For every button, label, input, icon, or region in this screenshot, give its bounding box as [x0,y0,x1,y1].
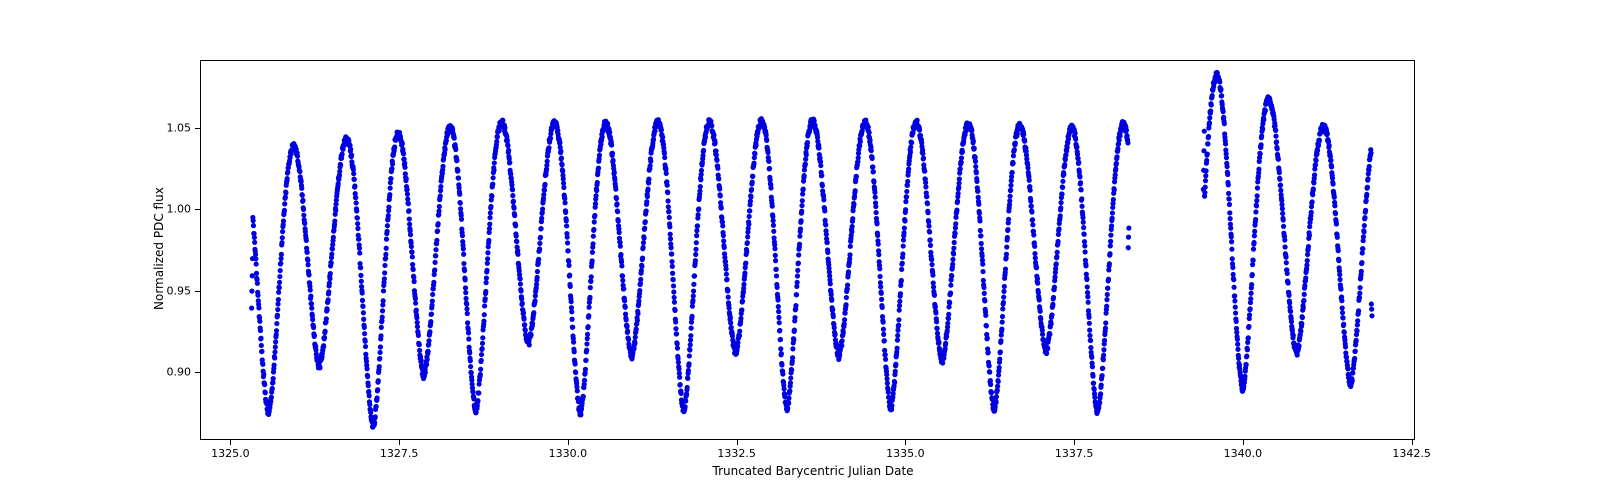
x-tick-mark [1074,440,1075,445]
y-tick-label: 1.00 [167,203,192,216]
x-tick-mark [568,440,569,445]
x-tick-mark [230,440,231,445]
x-tick-mark [399,440,400,445]
y-tick-mark [195,128,200,129]
y-tick-mark [195,372,200,373]
x-tick-label: 1340.0 [1224,447,1263,460]
x-tick-mark [1243,440,1244,445]
plot-axes [200,60,1415,440]
x-tick-label: 1332.5 [717,447,756,460]
x-tick-mark [737,440,738,445]
x-tick-mark [1412,440,1413,445]
x-tick-mark [905,440,906,445]
x-tick-label: 1342.5 [1392,447,1431,460]
x-axis-label: Truncated Barycentric Julian Date [713,464,914,478]
x-tick-label: 1337.5 [1055,447,1094,460]
y-tick-label: 1.05 [167,122,192,135]
figure: Truncated Barycentric Julian Date Normal… [0,0,1600,500]
x-tick-label: 1335.0 [886,447,925,460]
y-tick-mark [195,209,200,210]
lightcurve-scatter [201,61,1416,441]
x-tick-label: 1325.0 [211,447,250,460]
x-tick-label: 1327.5 [380,447,419,460]
y-tick-mark [195,291,200,292]
y-tick-label: 0.95 [167,284,192,297]
x-tick-label: 1330.0 [549,447,588,460]
y-tick-label: 0.90 [167,365,192,378]
y-axis-label: Normalized PDC flux [152,187,166,310]
